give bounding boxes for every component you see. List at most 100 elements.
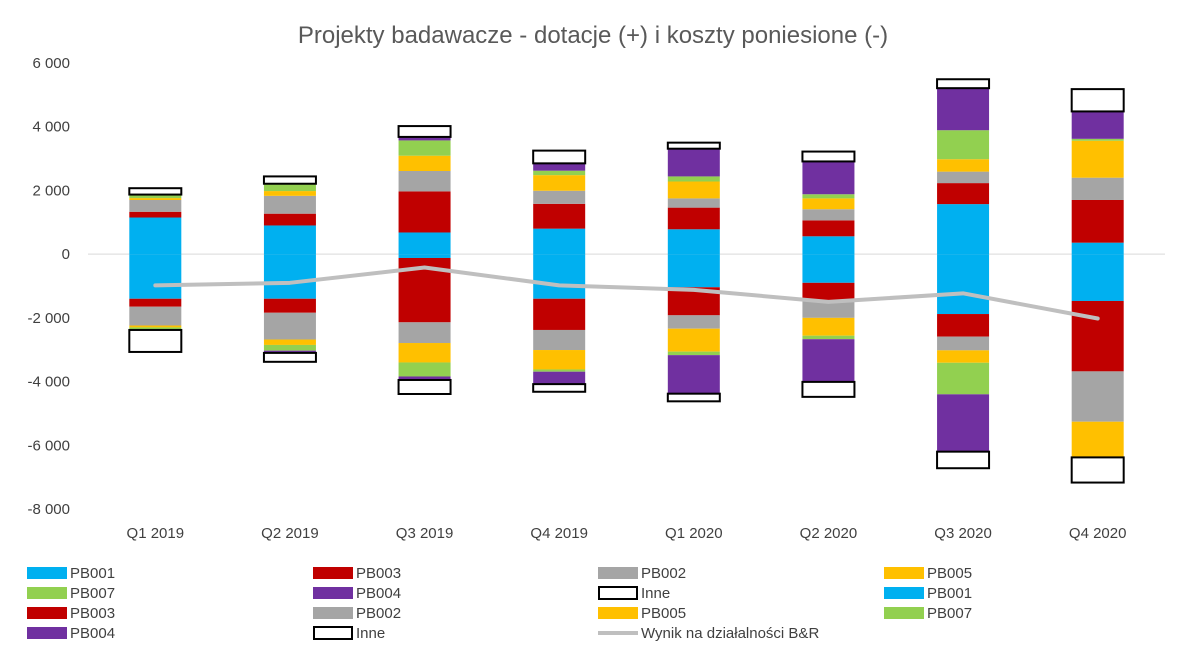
legend: PB001 PB003 PB002 PB005 PB007 PB004 Inne PB001 P… [27, 565, 972, 642]
bar-segment-inne-negative [128, 328, 183, 353]
bar-segment-pb003-positive [263, 213, 316, 226]
bar-segment-pb007-negative [667, 351, 720, 356]
legend-swatch [598, 607, 638, 619]
legend-item: PB004 [27, 625, 115, 642]
legend-swatch [27, 627, 67, 639]
bar-segment-inne-positive [128, 187, 183, 196]
bar-segment-pb004-positive [1071, 111, 1124, 139]
bar-segment-pb002-positive [129, 199, 182, 212]
legend-label: PB007 [927, 605, 972, 622]
bar-segment-pb003-positive [129, 211, 182, 218]
legend-label: PB004 [70, 625, 115, 642]
legend-item: Wynik na działalności B&R [598, 625, 819, 642]
bar-segment-pb001-positive [129, 217, 182, 255]
bar-segment-pb002-positive [533, 190, 586, 204]
bar-segment-pb007-negative [263, 344, 316, 351]
bar-segment-pb007-positive [667, 176, 720, 182]
bar-segment-pb002-positive [937, 171, 990, 184]
bar-segment-pb002-positive [263, 195, 316, 214]
bar-segment-pb002-positive [1071, 177, 1124, 200]
legend-label: Inne [356, 625, 385, 642]
bar-segment-pb002-negative [263, 312, 316, 340]
y-tick-label: 4 000 [32, 119, 70, 136]
legend-label: PB004 [356, 585, 401, 602]
bar-segment-pb005-negative [937, 350, 990, 363]
bar-segment-pb007-negative [129, 327, 182, 330]
bar-segment-pb002-negative [398, 322, 451, 344]
legend-swatch [27, 567, 67, 579]
bar-segment-inne-positive [532, 149, 587, 165]
bar-segment-inne-positive [801, 150, 856, 163]
legend-item: PB004 [313, 585, 401, 602]
bar-segment-pb007-positive [1071, 138, 1124, 141]
legend-swatch [884, 567, 924, 579]
bar-segment-pb004-positive [533, 163, 586, 171]
bar-segment-pb004-positive [667, 148, 720, 177]
y-tick-label: -4 000 [27, 374, 70, 391]
bar-segment-pb005-negative [667, 328, 720, 352]
bar-segment-pb003-negative [129, 298, 182, 307]
bar-segment-pb003-negative [533, 298, 586, 330]
legend-item: PB002 [598, 565, 686, 582]
bar-segment-pb005-negative [533, 350, 586, 370]
legend-swatch [313, 607, 353, 619]
bar-segment-pb007-positive [802, 194, 855, 199]
legend-item: PB003 [313, 565, 401, 582]
legend-item: Inne [598, 585, 670, 602]
bar-segment-pb001-positive [398, 232, 451, 255]
bar-segment-pb001-negative [1071, 254, 1124, 301]
bar-segment-pb005-positive [667, 181, 720, 199]
bar-segment-pb001-positive [263, 225, 316, 255]
bar-segment-pb007-positive [937, 130, 990, 160]
legend-swatch [598, 567, 638, 579]
legend-label: Inne [641, 585, 670, 602]
chart-title: Projekty badawacze - dotacje (+) i koszt… [298, 22, 888, 49]
bar-segment-pb002-negative [129, 306, 182, 326]
legend-swatch [313, 626, 353, 640]
x-tick-label: Q1 2020 [665, 525, 723, 542]
legend-item: PB001 [27, 565, 115, 582]
bar-segment-pb007-positive [398, 140, 451, 156]
bar-segment-inne-negative [1070, 456, 1125, 484]
bar-segment-inne-positive [936, 78, 991, 90]
bar-segment-inne-positive [262, 175, 317, 185]
bar-segment-pb002-negative [533, 329, 586, 351]
bar-segment-pb002-negative [667, 315, 720, 329]
bar-segment-pb005-negative [398, 343, 451, 363]
plot-area [88, 78, 1165, 484]
bar-segment-pb004-negative [263, 350, 316, 353]
legend-item: PB001 [884, 585, 972, 602]
bar-segment-pb002-negative [937, 336, 990, 351]
legend-item: PB005 [884, 565, 972, 582]
bar-segment-pb007-negative [533, 369, 586, 372]
x-tick-label: Q3 2019 [396, 525, 454, 542]
bar-segment-pb005-positive [129, 198, 182, 200]
bar-segment-pb003-positive [667, 207, 720, 230]
bar-segment-inne-negative [666, 392, 721, 403]
bar-segment-pb007-positive [129, 194, 182, 199]
bar-segment-inne-negative [936, 450, 991, 470]
bar-segment-inne-negative [397, 378, 452, 395]
x-tick-label: Q2 2019 [261, 525, 319, 542]
legend-label: PB005 [927, 565, 972, 582]
bar-segment-pb007-negative [937, 362, 990, 395]
bar-segment-pb003-positive [1071, 199, 1124, 243]
bar-segment-pb002-negative [1071, 371, 1124, 422]
legend-item: Inne [313, 625, 385, 642]
legend-item: PB002 [313, 605, 401, 622]
bar-segment-pb004-positive [398, 136, 451, 141]
bar-segment-pb005-positive [398, 155, 451, 171]
legend-swatch [313, 587, 353, 599]
y-tick-label: -2 000 [27, 310, 70, 327]
legend-label: PB005 [641, 605, 686, 622]
bar-segment-pb004-negative [398, 376, 451, 380]
legend-swatch [313, 567, 353, 579]
x-tick-label: Q4 2020 [1069, 525, 1127, 542]
y-tick-label: 2 000 [32, 182, 70, 199]
bar-segment-pb003-negative [1071, 300, 1124, 372]
bar-segment-pb001-negative [667, 254, 720, 288]
line-series-wynik [153, 265, 1100, 321]
y-tick-label: 6 000 [32, 55, 70, 72]
bar-segment-inne-positive [666, 141, 721, 150]
bar-segment-pb004-positive [937, 88, 990, 131]
